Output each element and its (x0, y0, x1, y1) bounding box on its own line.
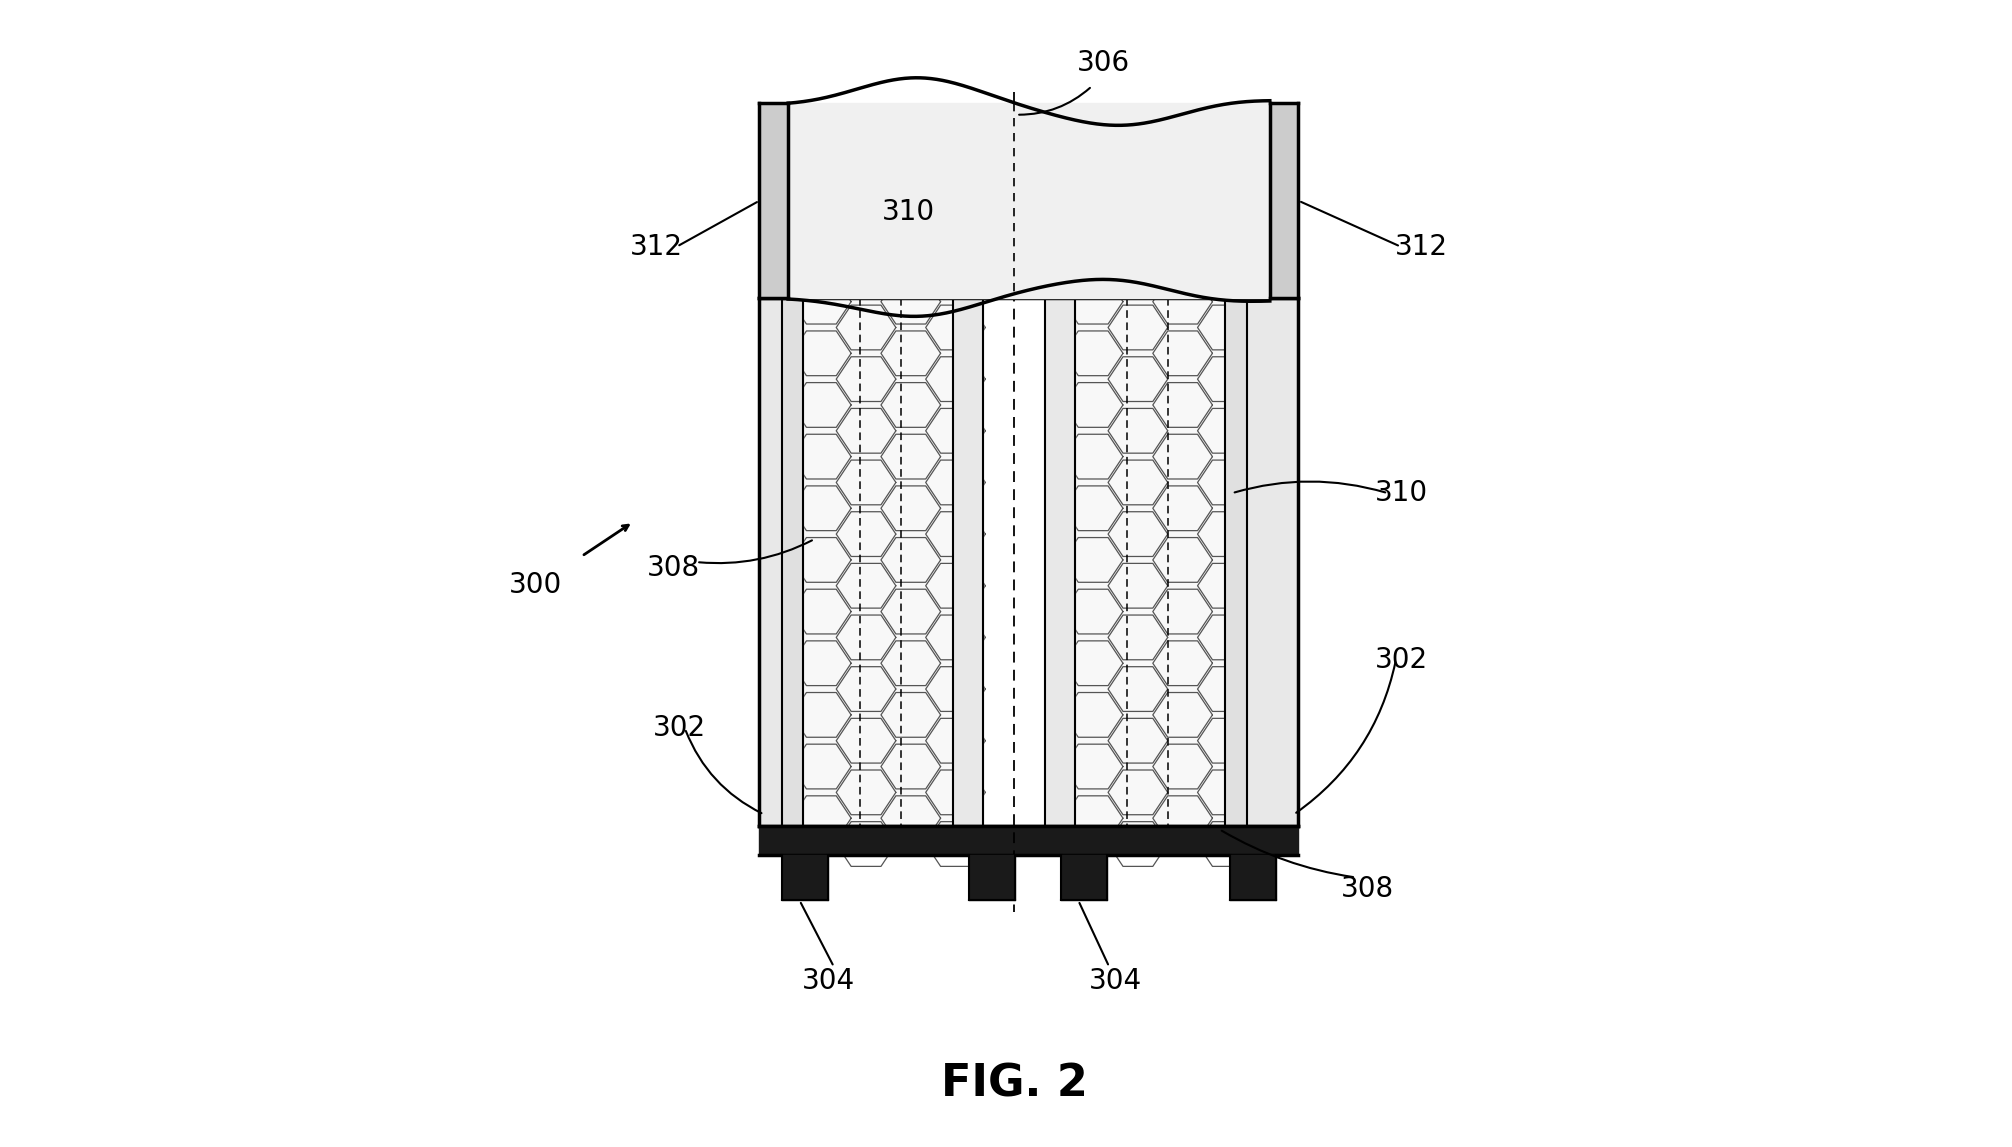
Text: 310: 310 (881, 198, 936, 226)
Text: 304: 304 (801, 967, 855, 994)
Text: 312: 312 (630, 233, 682, 260)
Text: 308: 308 (1340, 875, 1394, 903)
Text: 300: 300 (509, 571, 563, 599)
Text: FIG. 2: FIG. 2 (940, 1062, 1086, 1106)
Text: 302: 302 (1374, 646, 1429, 673)
Text: 312: 312 (1394, 233, 1449, 260)
Text: 308: 308 (646, 554, 700, 582)
Text: 304: 304 (1088, 967, 1141, 994)
Text: 302: 302 (652, 715, 706, 742)
Text: 306: 306 (1076, 49, 1131, 77)
Text: 310: 310 (1374, 479, 1429, 507)
